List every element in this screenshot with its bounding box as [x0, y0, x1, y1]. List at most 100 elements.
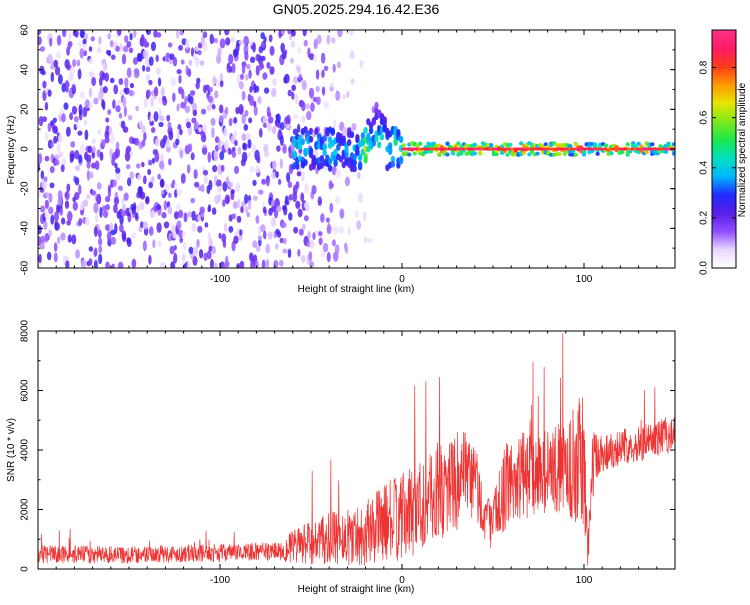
spectrogram-cell — [363, 236, 368, 244]
spectrogram-cell — [56, 143, 61, 153]
spectrogram-cell — [260, 63, 265, 70]
spectrogram-cell — [44, 131, 49, 142]
spectrogram-cell — [248, 95, 255, 107]
spectrogram-cell — [120, 210, 127, 217]
spectrogram-cell — [39, 46, 46, 52]
spectrogram-cell — [357, 153, 363, 161]
spectrogram-cell — [316, 34, 322, 45]
spectrogram-cell — [321, 86, 326, 96]
spectrogram-cell — [352, 165, 357, 173]
spectrogram-cell — [145, 197, 150, 205]
spectrogram-cell — [325, 217, 330, 223]
spectrogram-cell — [390, 155, 396, 163]
spectrogram-cell — [99, 206, 103, 218]
spectrogram-cell — [122, 126, 129, 133]
spectrogram-cell — [205, 84, 210, 91]
spectrogram-cell — [363, 156, 368, 164]
spectrogram-cell — [117, 99, 121, 106]
spectrogram-cell — [248, 117, 253, 124]
spectrogram-cell — [71, 83, 76, 93]
spectrogram-cell — [666, 141, 671, 146]
spectrogram-cell — [43, 176, 48, 182]
snr-y-tick-label: 2000 — [20, 498, 31, 521]
spectrogram-cell — [38, 224, 42, 235]
spectrogram-cell — [331, 239, 336, 247]
spectrogram-cell — [344, 245, 349, 254]
spectrogram-cell — [303, 39, 308, 47]
spectrogram-cell — [213, 262, 218, 268]
spectrogram-cell — [194, 121, 199, 131]
spectrogram-cell — [98, 91, 104, 101]
spectrogram-cell — [67, 234, 72, 243]
spectrogram-cell — [143, 132, 147, 141]
spectrogram-cell — [275, 171, 279, 179]
colorbar-label: Normalized spectral amplitude — [737, 82, 748, 217]
spectrogram-cell — [247, 139, 252, 149]
spectrogram-cell — [41, 70, 46, 76]
spectrogram-cell — [203, 175, 208, 184]
spectrogram-cell — [41, 116, 48, 123]
spectrogram-cell — [58, 151, 64, 158]
spectrogram-cell — [64, 190, 70, 201]
spectrogram-cell — [202, 41, 208, 52]
spectrogram-cell — [109, 77, 115, 84]
spectrogram-cell — [223, 127, 228, 138]
spectrogram-cell — [148, 181, 154, 189]
spectrogram-cell — [129, 151, 134, 157]
spectrogram-cell — [228, 66, 233, 73]
spectrogram-cell — [223, 222, 228, 233]
spectrogram-cell — [102, 86, 108, 94]
spectrogram-cell — [66, 183, 71, 193]
spectrogram-cell — [49, 166, 55, 174]
spectrogram-cell — [167, 205, 173, 215]
spectrogram-cell — [248, 69, 252, 79]
spectrogram-cell — [177, 229, 184, 238]
spectrogram-cell — [279, 122, 285, 131]
spectrogram-cell — [204, 222, 209, 228]
spectrogram-cell — [295, 162, 300, 170]
spectrogram-cell — [178, 74, 182, 84]
spectrogram-cell — [200, 133, 207, 143]
snr-y-tick-label: 4000 — [20, 438, 31, 461]
spectrogram-cell — [336, 143, 341, 151]
spectrogram-cell — [371, 118, 376, 126]
spectrogram-cell — [276, 113, 281, 124]
spectrogram-cell — [266, 106, 271, 117]
spectrogram-cell — [90, 36, 95, 42]
spectrogram-cell — [91, 76, 97, 87]
spectrogram-cell — [349, 50, 355, 60]
spectrogram-cell — [236, 215, 242, 223]
spectrogram-cell — [245, 63, 251, 70]
spectrogram-cell — [301, 80, 307, 91]
spectrogram-cell — [198, 126, 203, 133]
spectrogram-cell — [93, 226, 98, 237]
spectrogram-cell — [192, 255, 198, 266]
spectrogram-cell — [82, 199, 89, 207]
spectrogram-cell — [260, 41, 265, 48]
spectrogram-cell — [279, 237, 284, 244]
spectrogram-cell — [166, 138, 171, 148]
spectrogram-cell — [200, 108, 207, 115]
spectrogram-cell — [114, 162, 118, 169]
spectrogram-cell — [252, 195, 258, 201]
spectrogram-cell — [157, 96, 162, 105]
spectrogram-cell — [289, 58, 295, 64]
spectrogram-cell — [206, 104, 212, 112]
spectrogram-cell — [74, 30, 79, 38]
spectrogram-cell — [260, 55, 266, 62]
spectrogram-cell — [355, 209, 359, 219]
spectrogram-cell — [328, 180, 333, 190]
spectrogram-cell — [382, 118, 387, 126]
spectrogram-cell — [620, 150, 625, 155]
spectrogram-cell — [107, 109, 112, 115]
spectrogram-cell — [472, 151, 477, 156]
spectrogram-cell — [142, 64, 146, 72]
spectrogram-cell — [195, 82, 200, 90]
spectrogram-cell — [212, 165, 218, 173]
spectrogram-cell — [258, 238, 262, 247]
spectrogram-cell — [309, 53, 315, 61]
spectrogram-cell — [366, 132, 371, 140]
spectrogram-cell — [305, 103, 310, 110]
spectrogram-cell — [144, 56, 151, 67]
spectrogram-cell — [287, 181, 293, 189]
